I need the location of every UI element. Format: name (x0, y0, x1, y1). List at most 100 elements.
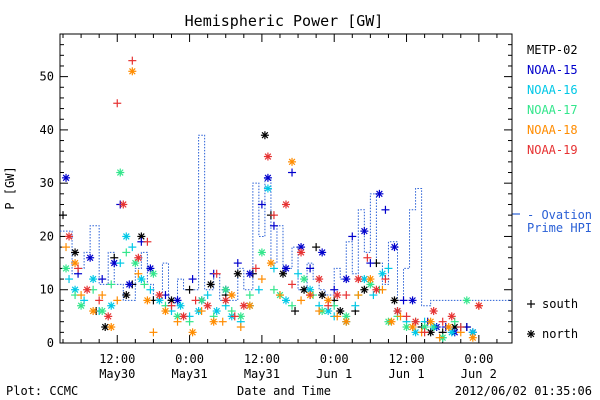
chart-title: Hemispheric Power [GW] (185, 12, 384, 30)
data-point-noaa-19 (134, 253, 143, 262)
data-point-noaa-18 (89, 307, 98, 316)
x-tick-label-date: May31 (172, 367, 208, 381)
x-tick-label-date: Jun 2 (461, 367, 497, 381)
data-point-noaa-17 (236, 312, 245, 321)
legend-entry: METP-02 (527, 43, 578, 57)
data-point-noaa-19 (155, 291, 164, 300)
data-point-noaa-18 (197, 307, 206, 316)
data-point-noaa-18 (161, 307, 170, 316)
data-point-noaa-19 (191, 296, 200, 305)
plot-frame (59, 33, 513, 344)
data-point-noaa-19 (438, 317, 447, 326)
data-point-noaa-19 (429, 307, 438, 316)
data-point-noaa-18 (128, 67, 137, 76)
data-point-noaa-19 (324, 301, 333, 310)
legend-entry: NOAA-18 (527, 123, 578, 137)
data-point-noaa-16 (122, 232, 131, 241)
data-point-noaa-18 (77, 291, 86, 300)
data-point-noaa-17 (300, 275, 309, 284)
data-point-noaa-15 (399, 296, 408, 305)
data-point-noaa-17 (269, 285, 278, 294)
data-point-noaa-17 (77, 301, 86, 310)
data-point-noaa-17 (221, 285, 230, 294)
data-point-noaa-15 (86, 253, 95, 262)
data-point-noaa-19 (65, 232, 74, 241)
data-point-noaa-15 (263, 173, 272, 182)
data-point-noaa-19 (83, 285, 92, 294)
x-tick-label-time: 12:00 (244, 352, 280, 366)
data-point-noaa-19 (119, 200, 128, 209)
marker-key-label: north (542, 327, 578, 341)
data-point-noaa-19 (354, 275, 363, 284)
data-point-noaa-19 (306, 291, 315, 300)
data-point-noaa-19 (342, 291, 351, 300)
data-point-metp-02 (318, 291, 327, 300)
legend: METP-02 NOAA-15 NOAA-16 NOAA-17 NOAA-18 NOAA-… (512, 43, 578, 341)
data-point-noaa-18 (387, 317, 396, 326)
data-point-noaa-18 (134, 269, 143, 278)
data-point-noaa-18 (209, 317, 218, 326)
y-axis-label: P [GW] (3, 166, 17, 209)
data-point-noaa-15 (375, 189, 384, 198)
data-point-noaa-15 (360, 227, 369, 236)
data-point-metp-02 (360, 285, 369, 294)
data-point-noaa-17 (462, 296, 471, 305)
data-point-metp-02 (71, 248, 80, 257)
data-point-noaa-18 (62, 243, 71, 252)
x-tick-label-date: Jun 1 (388, 367, 424, 381)
data-point-noaa-17 (149, 269, 158, 278)
data-point-noaa-18 (324, 296, 333, 305)
data-point-noaa-17 (257, 248, 266, 257)
y-tick-label: 30 (40, 176, 54, 190)
data-point-noaa-16 (89, 275, 98, 284)
data-point-noaa-18 (288, 157, 297, 166)
data-point-noaa-18 (227, 291, 236, 300)
data-point-noaa-17 (227, 307, 236, 316)
data-point-noaa-17 (288, 301, 297, 310)
data-point-noaa-19 (381, 275, 390, 284)
data-point-noaa-18 (107, 323, 116, 332)
data-point-noaa-18 (468, 333, 477, 342)
legend-entry: NOAA-19 (527, 143, 578, 157)
data-point-noaa-16 (65, 275, 74, 284)
legend-entry: NOAA-17 (527, 103, 578, 117)
data-point-noaa-17 (98, 307, 107, 316)
data-point-metp-02 (185, 285, 194, 294)
data-point-noaa-18 (444, 323, 453, 332)
data-point-noaa-16 (128, 243, 137, 252)
data-point-noaa-19 (333, 291, 342, 300)
data-point-noaa-19 (447, 312, 456, 321)
data-point-noaa-17 (122, 248, 131, 257)
data-point-noaa-15 (288, 168, 297, 177)
legend-entry: NOAA-15 (527, 63, 578, 77)
ovation-legend-label-2: Prime HPI (527, 221, 592, 235)
data-point-noaa-19 (239, 301, 248, 310)
data-point-noaa-17 (140, 280, 149, 289)
data-point-noaa-15 (366, 259, 375, 268)
data-point-metp-02 (336, 307, 345, 316)
data-point-noaa-16 (116, 259, 125, 268)
data-point-noaa-19 (212, 269, 221, 278)
data-point-noaa-19 (104, 312, 113, 321)
data-point-metp-02 (59, 211, 68, 220)
data-point-noaa-15 (125, 280, 134, 289)
data-point-noaa-15 (318, 248, 327, 257)
data-point-noaa-15 (245, 269, 254, 278)
data-point-noaa-19 (393, 307, 402, 316)
data-point-noaa-15 (257, 200, 266, 209)
data-point-noaa-19 (230, 312, 239, 321)
data-point-noaa-18 (143, 296, 152, 305)
data-point-noaa-18 (354, 291, 363, 300)
x-tick-label-time: 0:00 (175, 352, 204, 366)
data-point-noaa-16 (263, 184, 272, 193)
data-point-noaa-16 (146, 285, 155, 294)
data-point-noaa-17 (185, 317, 194, 326)
data-point-noaa-19 (203, 301, 212, 310)
data-point-noaa-15 (408, 296, 417, 305)
data-point-noaa-15 (390, 243, 399, 252)
data-point-noaa-18 (98, 291, 107, 300)
x-tick-label-time: 12:00 (388, 352, 424, 366)
x-axis-label: Date and Time (237, 384, 331, 398)
data-point-noaa-15 (381, 205, 390, 214)
